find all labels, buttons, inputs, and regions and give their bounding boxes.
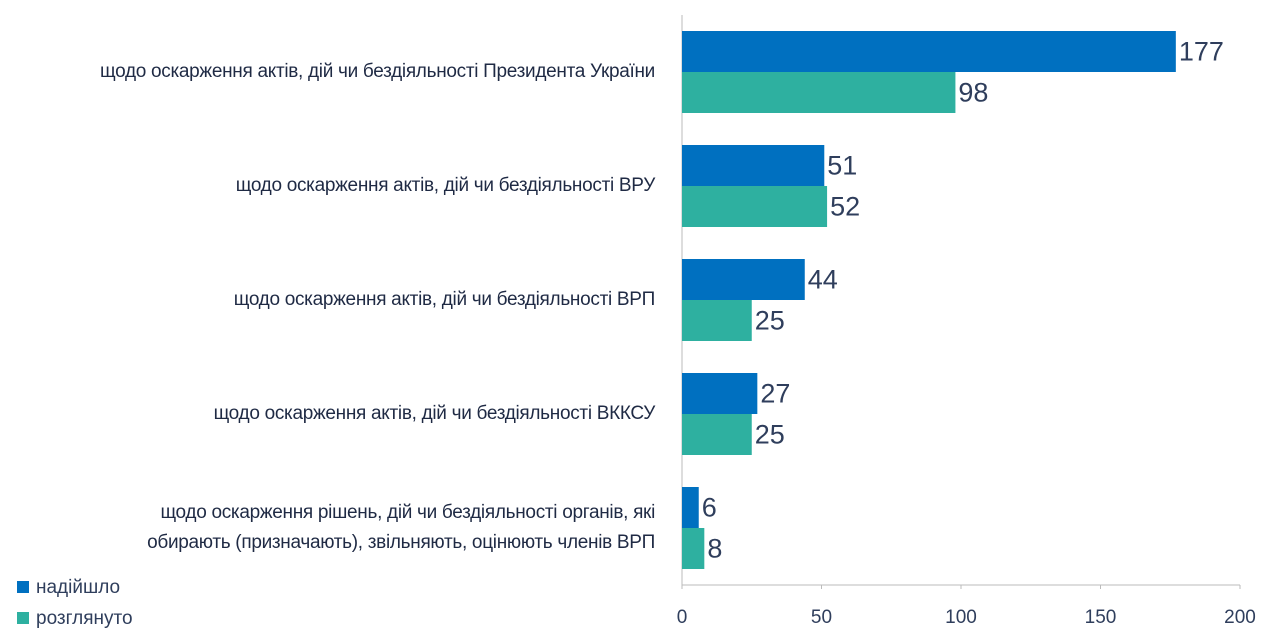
- value-label: 177: [1179, 37, 1224, 67]
- legend-swatch: [17, 581, 29, 593]
- value-label: 98: [958, 78, 988, 108]
- category-label: щодо оскарження рішень, дій чи бездіяльн…: [147, 502, 655, 553]
- bar: [682, 186, 828, 227]
- category-label: щодо оскарження актів, дій чи бездіяльно…: [99, 61, 655, 82]
- x-tick-label: 0: [677, 607, 688, 628]
- value-label: 25: [755, 306, 785, 336]
- category-label: щодо оскарження актів, дій чи бездіяльно…: [233, 289, 656, 310]
- value-label: 8: [707, 534, 722, 564]
- bar: [682, 259, 805, 300]
- value-label: 27: [760, 379, 790, 409]
- x-tick-label: 150: [1085, 607, 1117, 628]
- bar: [682, 300, 752, 341]
- bar: [682, 31, 1176, 72]
- category-label: щодо оскарження актів, дій чи бездіяльно…: [213, 403, 656, 424]
- value-label: 25: [755, 420, 785, 450]
- bar: [682, 72, 956, 113]
- value-label: 51: [827, 151, 857, 181]
- value-label: 52: [830, 192, 860, 222]
- value-label: 44: [808, 265, 838, 295]
- category-label: щодо оскарження актів, дій чи бездіяльно…: [235, 175, 656, 196]
- bar: [682, 373, 758, 414]
- legend-swatch: [17, 612, 29, 624]
- value-label: 6: [702, 493, 717, 523]
- bar: [682, 487, 699, 528]
- legend-label: надійшло: [36, 577, 120, 598]
- x-tick-label: 200: [1224, 607, 1256, 628]
- legend-label: розглянуто: [36, 608, 133, 629]
- bar: [682, 528, 705, 569]
- x-tick-label: 50: [811, 607, 832, 628]
- bar: [682, 145, 825, 186]
- bar: [682, 414, 752, 455]
- x-tick-label: 100: [945, 607, 977, 628]
